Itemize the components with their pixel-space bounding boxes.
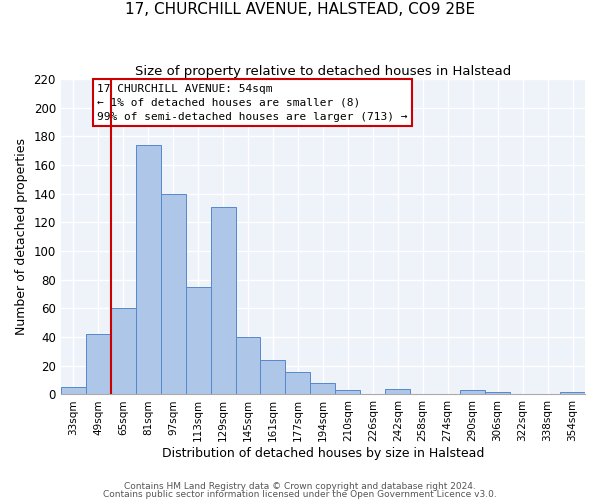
Bar	[385, 388, 410, 394]
Text: Contains public sector information licensed under the Open Government Licence v3: Contains public sector information licen…	[103, 490, 497, 499]
Bar	[560, 392, 585, 394]
Bar	[211, 206, 236, 394]
Bar	[485, 392, 510, 394]
Bar	[136, 145, 161, 394]
Bar	[161, 194, 185, 394]
Text: 17, CHURCHILL AVENUE, HALSTEAD, CO9 2BE: 17, CHURCHILL AVENUE, HALSTEAD, CO9 2BE	[125, 2, 475, 18]
Bar	[86, 334, 111, 394]
Text: 17 CHURCHILL AVENUE: 54sqm
← 1% of detached houses are smaller (8)
99% of semi-d: 17 CHURCHILL AVENUE: 54sqm ← 1% of detac…	[97, 84, 408, 122]
Title: Size of property relative to detached houses in Halstead: Size of property relative to detached ho…	[135, 65, 511, 78]
Bar	[185, 287, 211, 395]
Bar	[286, 372, 310, 394]
Bar	[310, 383, 335, 394]
Bar	[335, 390, 361, 394]
Bar	[260, 360, 286, 394]
Y-axis label: Number of detached properties: Number of detached properties	[15, 138, 28, 336]
Text: Contains HM Land Registry data © Crown copyright and database right 2024.: Contains HM Land Registry data © Crown c…	[124, 482, 476, 491]
Bar	[111, 308, 136, 394]
X-axis label: Distribution of detached houses by size in Halstead: Distribution of detached houses by size …	[162, 447, 484, 460]
Bar	[460, 390, 485, 394]
Bar	[236, 337, 260, 394]
Bar	[61, 388, 86, 394]
